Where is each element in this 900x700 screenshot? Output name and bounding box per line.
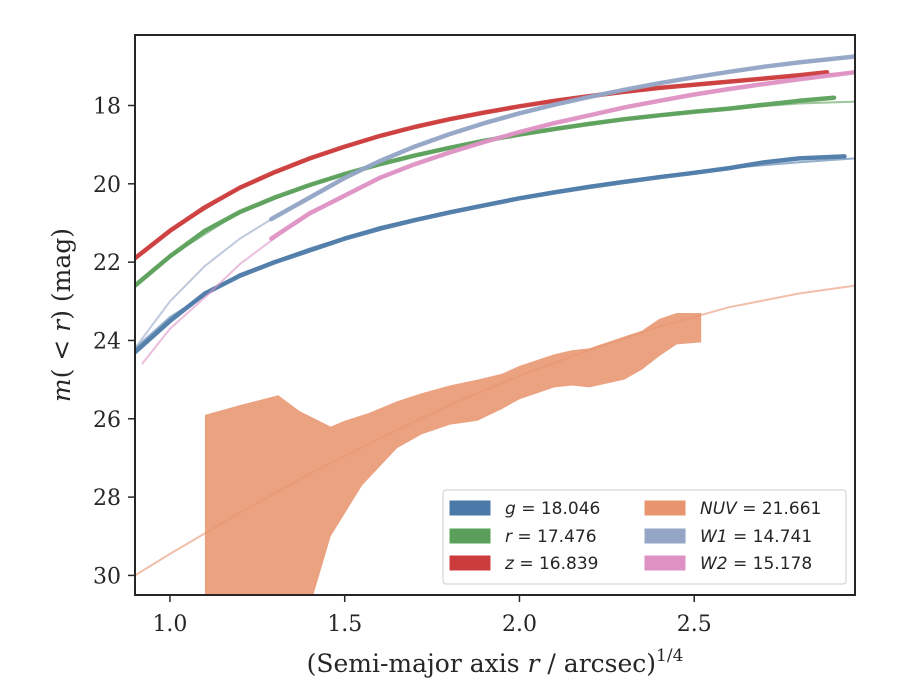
- y-tick-label: 18: [93, 94, 121, 119]
- legend-item-z: z = 16.839: [449, 554, 598, 574]
- legend-item-r: r = 17.476: [449, 527, 597, 547]
- series-r-model-line: [135, 100, 855, 287]
- legend-swatch-nuv: [644, 500, 686, 516]
- legend-label-nuv: NUV = 21.661: [700, 499, 821, 519]
- legend-swatch-g: [449, 500, 491, 516]
- y-tick-label: 28: [93, 486, 121, 511]
- series-z-line: [135, 69, 830, 261]
- series-nuv-band: [204, 313, 702, 595]
- x-tick-label: 1.5: [327, 612, 362, 637]
- series-w2-line: [269, 69, 855, 241]
- plot-area: [135, 54, 855, 595]
- series-g-line: [135, 154, 847, 355]
- legend-label-w2: W2 = 15.178: [700, 554, 812, 574]
- legend-label-w1: W1 = 14.741: [700, 527, 812, 547]
- legend-label-z: z = 16.839: [504, 554, 598, 574]
- legend-swatch-w2: [644, 555, 686, 571]
- y-tick-label: 30: [93, 564, 121, 589]
- x-tick-label: 2.0: [502, 612, 537, 637]
- legend: g = 18.046 r = 17.476 z = 16.839 NUV = 21.6…: [442, 489, 847, 585]
- x-tick-label: 2.5: [677, 612, 712, 637]
- x-tick-label: 1.0: [152, 612, 187, 637]
- legend-label-r: r = 17.476: [505, 527, 597, 547]
- legend-swatch-r: [449, 528, 491, 544]
- legend-swatch-z: [449, 555, 491, 571]
- legend-swatch-w1: [644, 528, 686, 544]
- y-tick-label: 24: [93, 329, 121, 354]
- legend-item-g: g = 18.046: [449, 499, 600, 519]
- series-nuv-model-line: [135, 284, 855, 577]
- legend-item-w2: W2 = 15.178: [644, 554, 812, 574]
- series-w1-line: [269, 54, 855, 222]
- y-tick-label: 20: [93, 173, 121, 198]
- y-tick-label: 26: [93, 408, 121, 433]
- axes: 1.0 1.5 2.0 2.5 18 20 22 24 26 28 30 (Semi-major ax…: [47, 34, 856, 678]
- plot-frame: [134, 34, 856, 596]
- series-w2-model-line: [141, 71, 855, 365]
- series-r-line: [135, 95, 837, 288]
- legend-item-w1: W1 = 14.741: [644, 527, 812, 547]
- y-tick-label: 22: [93, 251, 121, 276]
- y-axis-label: m( < r) (mag): [47, 228, 76, 402]
- legend-item-nuv: NUV = 21.661: [644, 499, 821, 519]
- x-axis-label: (Semi-major axis r / arcsec)1/4: [307, 646, 684, 678]
- legend-label-g: g = 18.046: [505, 499, 600, 519]
